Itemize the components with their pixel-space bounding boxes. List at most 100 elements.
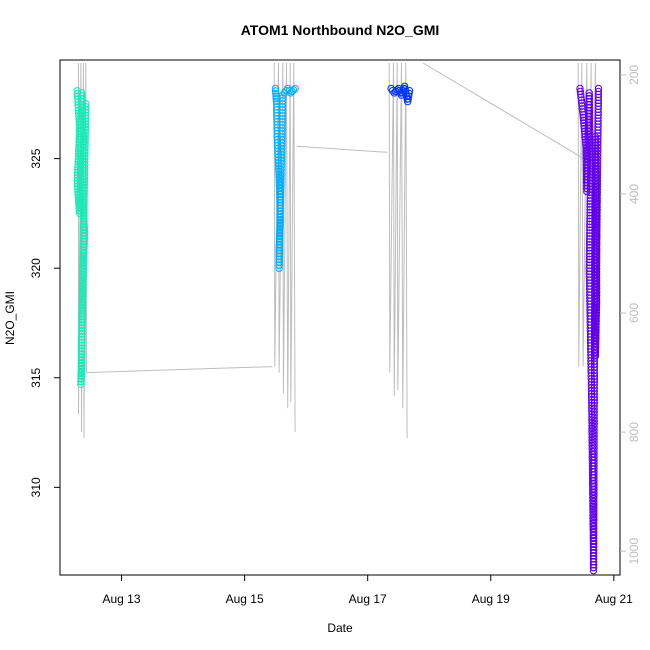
series-0-point (81, 146, 89, 154)
series-3-point (585, 112, 594, 120)
series-1-point (271, 84, 280, 93)
series-0-point (80, 163, 89, 172)
series-1-point (291, 84, 299, 93)
series-3-point (590, 477, 598, 485)
series-3-point (586, 171, 595, 179)
y-axis-label: N2O_GMI (3, 291, 17, 345)
series-3-point (591, 337, 600, 345)
series-3 (576, 84, 603, 575)
right-tick-label: 600 (627, 303, 641, 323)
series-3-point (585, 106, 594, 115)
series-2-point (404, 92, 413, 100)
series-1-point (275, 176, 283, 184)
right-tick-label: 800 (627, 422, 641, 442)
series-3-point (589, 505, 597, 513)
series-3-point (586, 130, 594, 138)
series-0-point (81, 140, 89, 149)
series-0-point (81, 114, 90, 123)
x-tick-label: Aug 21 (595, 592, 633, 606)
series-2-point (404, 97, 412, 106)
series-0-point (81, 152, 89, 160)
right-tick-label: 200 (627, 65, 641, 85)
series-0-point (81, 134, 89, 143)
series-0-point (82, 108, 90, 117)
series-1-point (279, 94, 287, 102)
y-tick-label: 320 (29, 258, 43, 278)
series-0-point (81, 117, 90, 125)
series-3-point (589, 557, 598, 566)
series-0-point (73, 89, 82, 98)
series-0-point (81, 120, 90, 128)
series-3-point (585, 89, 593, 97)
x-axis-label: Date (327, 621, 353, 635)
x-tick-label: Aug 19 (472, 592, 510, 606)
series-3-point (592, 283, 600, 292)
series-0-point (77, 89, 86, 97)
series-1-point (289, 86, 298, 94)
series-2 (387, 82, 414, 106)
series-1-point (272, 89, 280, 98)
series-3-point (588, 424, 596, 433)
series-0-point (81, 131, 89, 140)
series-3-point (590, 435, 598, 443)
series-3-point (585, 92, 593, 100)
series-3-point (586, 127, 594, 135)
y-tick-label: 310 (29, 477, 43, 497)
x-tick-label: Aug 17 (349, 592, 387, 606)
series-3-point (592, 301, 600, 309)
series-3-point (586, 182, 595, 191)
series-0-point (82, 105, 90, 114)
series-3-point (592, 274, 600, 283)
series-1-point (272, 92, 280, 100)
series-3-point (589, 502, 597, 511)
series-1-point (275, 170, 283, 179)
y-tick-label: 315 (29, 367, 43, 387)
series-3-point (582, 149, 590, 158)
series-3-point (591, 346, 600, 354)
altitude-trace-group (78, 62, 598, 439)
altitude-trace-segment-3 (296, 145, 388, 153)
series-3-point (586, 179, 595, 188)
plot-frame (59, 59, 621, 576)
series-3-point (588, 430, 596, 438)
chart-title: ATOM1 Northbound N2O_GMI (241, 22, 440, 38)
series-3-point (589, 494, 597, 502)
series-2-point (400, 82, 409, 91)
series-3-point (585, 115, 594, 123)
series-3-point (588, 433, 596, 441)
series-3-point (592, 292, 600, 301)
y-axis-left: 310 315 320 325 (29, 148, 60, 497)
series-3-point (593, 233, 601, 241)
series-3-point (594, 111, 602, 119)
series-0-point (81, 126, 90, 134)
series-0-point (82, 100, 90, 108)
series-3-point (589, 496, 597, 505)
series-3-point (576, 84, 584, 93)
series-0-point (81, 137, 89, 146)
series-3-point (586, 173, 595, 182)
series-3-point (588, 436, 596, 444)
series-3-point (588, 421, 596, 430)
series-3-point (586, 168, 594, 176)
series-0-point (79, 192, 87, 201)
series-0-point (81, 129, 90, 137)
series-3-point (594, 87, 603, 96)
series-0-point (78, 100, 86, 109)
series-0-point (81, 143, 89, 151)
y-axis-right: 200 400 600 800 1000 (620, 65, 641, 565)
series-3-point (577, 96, 586, 104)
series-0-point (76, 168, 85, 176)
series-0-point (74, 193, 83, 202)
series-0-point (81, 160, 89, 169)
series-3-point (588, 427, 596, 436)
series-3-point (590, 396, 598, 404)
series-3-point (593, 215, 601, 223)
series-3-point (585, 252, 594, 261)
series-0-point (73, 87, 81, 95)
series-0-point (81, 111, 90, 120)
y-tick-label: 325 (29, 148, 43, 168)
series-0-point (81, 149, 89, 157)
altitude-trace-segment-2 (273, 62, 296, 433)
series-0-point (78, 92, 86, 100)
